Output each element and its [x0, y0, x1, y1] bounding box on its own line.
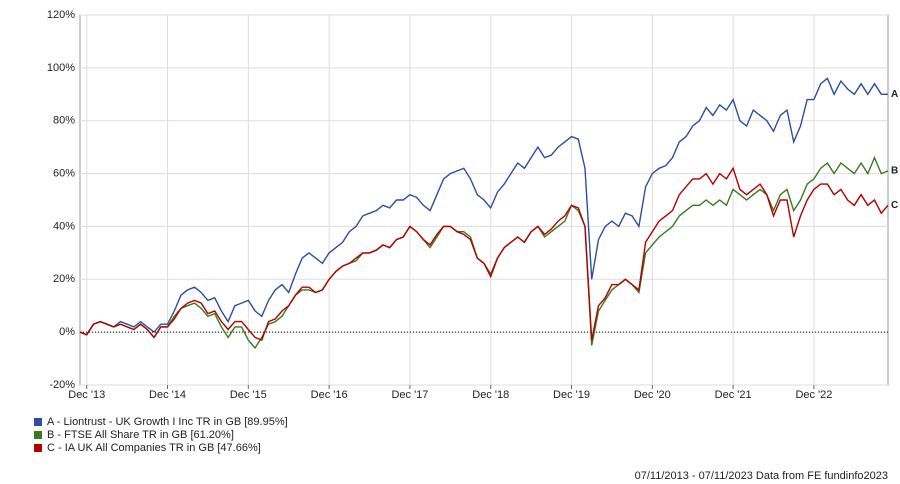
end-label: C [891, 200, 898, 211]
x-tick-label: Dec '19 [553, 389, 590, 401]
legend-label: B - FTSE All Share TR in GB [61.20%] [47, 429, 234, 441]
legend-swatch [34, 444, 42, 452]
end-label: A [891, 89, 898, 100]
x-tick-label: Dec '21 [715, 389, 752, 401]
y-tick-label: 40% [53, 220, 75, 232]
legend-swatch [34, 418, 42, 426]
y-tick-label: 60% [53, 167, 75, 179]
x-tick-label: Dec '14 [149, 389, 186, 401]
legend-swatch [34, 431, 42, 439]
x-tick-label: Dec '20 [634, 389, 671, 401]
legend-label: A - Liontrust - UK Growth I Inc TR in GB… [47, 416, 288, 428]
end-label: B [891, 166, 898, 177]
x-tick-label: Dec '22 [795, 389, 832, 401]
x-tick-label: Dec '17 [391, 389, 428, 401]
y-tick-label: 100% [47, 62, 75, 74]
series-line [79, 77, 888, 336]
legend-label: C - IA UK All Companies TR in GB [47.66%… [47, 442, 261, 454]
y-tick-label: 120% [47, 9, 75, 21]
footer: 07/11/2013 - 07/11/2023 Data from FE fun… [635, 470, 888, 482]
series-line [79, 166, 889, 342]
y-tick-label: 80% [53, 115, 75, 127]
x-tick-label: Dec '16 [311, 389, 348, 401]
y-tick-label: 0% [59, 326, 75, 338]
x-tick-label: Dec '15 [230, 389, 267, 401]
x-tick-label: Dec '13 [68, 389, 105, 401]
x-tick-label: Dec '18 [472, 389, 509, 401]
y-tick-label: 20% [53, 273, 75, 285]
y-tick-label: -20% [49, 379, 75, 391]
